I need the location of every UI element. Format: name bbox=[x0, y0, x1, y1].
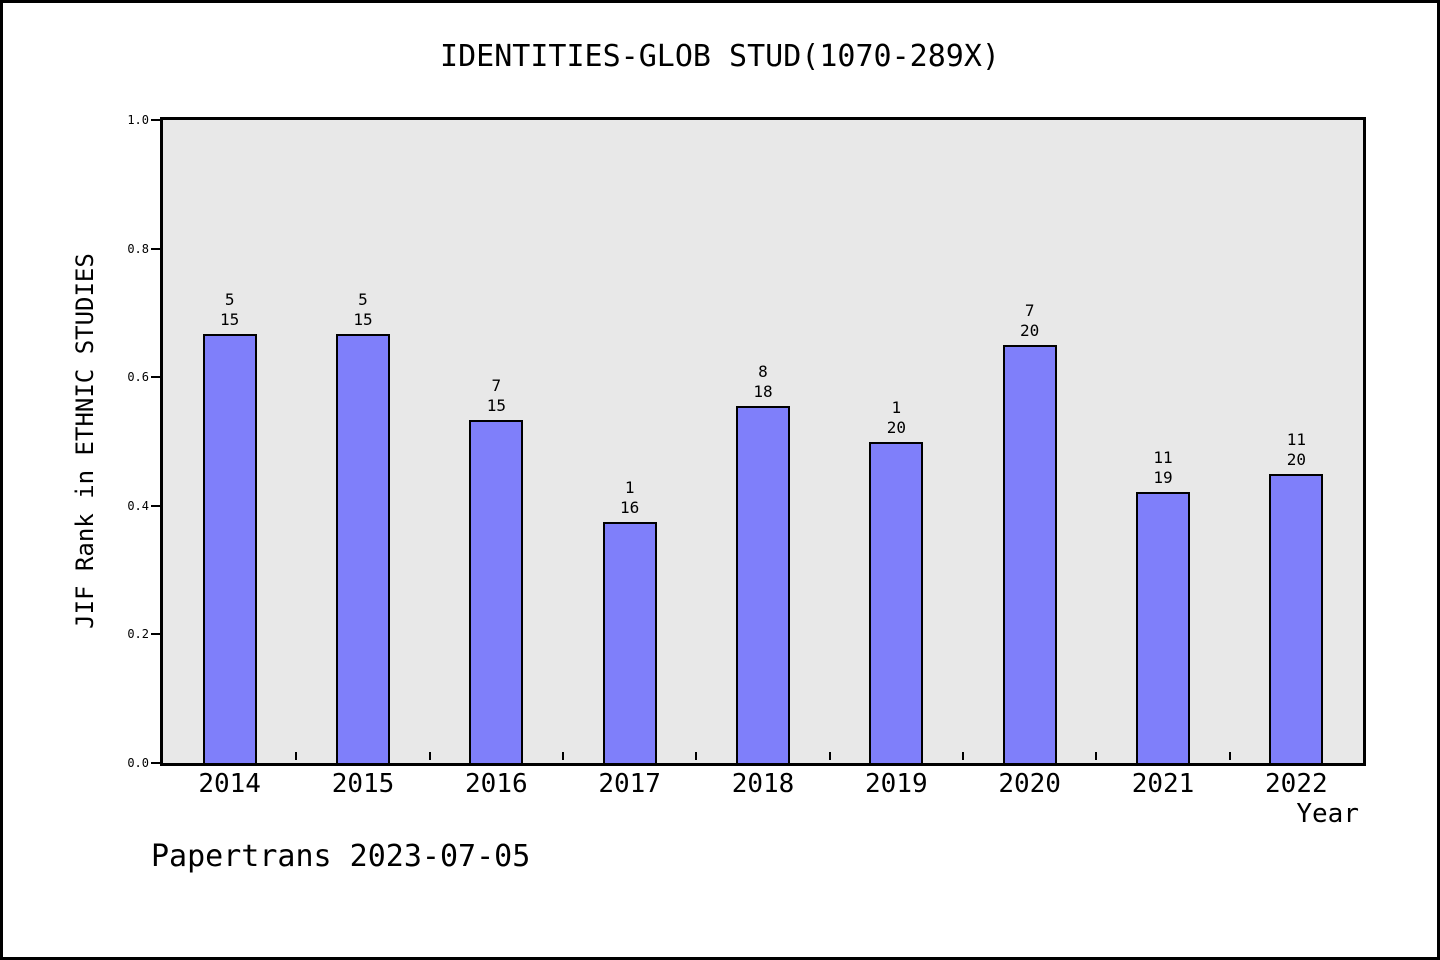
x-axis-minor-tick bbox=[962, 752, 964, 760]
x-axis-minor-tick bbox=[695, 752, 698, 760]
y-tick-mark bbox=[151, 376, 163, 379]
x-axis-minor-tick bbox=[295, 752, 298, 760]
x-tick-label-2017: 2017 bbox=[598, 769, 661, 799]
x-tick-label-2016: 2016 bbox=[465, 769, 528, 799]
bar-label-2022: 11 20 bbox=[1251, 430, 1341, 470]
bar-label-rank: 1 bbox=[624, 477, 635, 497]
footer-text: Papertrans 2023-07-05 bbox=[151, 839, 531, 874]
y-tick-mark bbox=[151, 119, 163, 121]
bar-2021 bbox=[1136, 492, 1190, 765]
x-axis-minor-tick bbox=[1095, 752, 1098, 760]
y-tick-mark bbox=[151, 762, 163, 764]
x-axis-label: Year bbox=[1296, 799, 1359, 829]
bar-label-2020: 7 20 bbox=[985, 301, 1075, 341]
bar-label-total: 16 bbox=[620, 497, 640, 517]
x-tick-label-2022: 2022 bbox=[1265, 769, 1328, 799]
bar-label-rank: 7 bbox=[1024, 301, 1035, 321]
bar-label-total: 15 bbox=[220, 310, 240, 330]
x-tick-label-2021: 2021 bbox=[1131, 769, 1195, 799]
bar-label-rank: 5 bbox=[224, 290, 235, 310]
y-tick-mark bbox=[151, 504, 163, 507]
x-axis-minor-tick bbox=[828, 752, 831, 760]
chart-title: IDENTITIES-GLOB STUD(1070-289X) bbox=[440, 39, 1000, 74]
y-tick-mark bbox=[151, 633, 163, 636]
y-tick-label: 1.0 bbox=[127, 113, 149, 127]
y-tick-mark bbox=[151, 247, 163, 250]
y-tick-label: 0.0 bbox=[127, 756, 149, 770]
x-axis-minor-tick bbox=[1228, 752, 1231, 760]
x-tick-label-2014: 2014 bbox=[198, 769, 261, 799]
bar-2018 bbox=[736, 405, 790, 765]
bar-2020 bbox=[1002, 345, 1057, 765]
x-tick-label-2015: 2015 bbox=[331, 769, 395, 799]
bar-label-total: 20 bbox=[1020, 321, 1040, 341]
bar-2022 bbox=[1269, 473, 1324, 765]
bar-label-2019: 1 20 bbox=[851, 398, 941, 438]
x-tick-label-2019: 2019 bbox=[865, 769, 928, 799]
bar-label-2016: 7 15 bbox=[451, 376, 541, 416]
bar-label-rank: 11 bbox=[1286, 429, 1306, 449]
bar-2014 bbox=[202, 334, 257, 765]
bar-label-total: 15 bbox=[486, 396, 506, 416]
y-tick-label: 0.4 bbox=[127, 498, 149, 513]
y-tick-label: 0.6 bbox=[127, 370, 149, 385]
bar-label-rank: 8 bbox=[758, 361, 768, 381]
x-axis-minor-tick bbox=[428, 752, 431, 760]
x-axis-minor-tick bbox=[562, 752, 564, 760]
bar-2016 bbox=[469, 420, 524, 765]
y-tick-label: 0.8 bbox=[127, 241, 149, 256]
x-tick-label-2020: 2020 bbox=[998, 769, 1061, 799]
bar-label-total: 20 bbox=[886, 417, 906, 437]
bar-2017 bbox=[602, 521, 657, 765]
bar-label-rank: 5 bbox=[358, 290, 368, 310]
bar-2015 bbox=[336, 334, 390, 765]
bar-2019 bbox=[869, 441, 924, 765]
bar-label-2018: 8 18 bbox=[718, 362, 808, 402]
bar-label-2015: 5 15 bbox=[318, 290, 408, 330]
bar-label-total: 15 bbox=[353, 310, 373, 330]
bar-label-rank: 7 bbox=[491, 376, 502, 396]
bar-label-2021: 11 19 bbox=[1118, 448, 1208, 488]
x-tick-label-2018: 2018 bbox=[731, 769, 795, 799]
bar-label-total: 19 bbox=[1153, 468, 1173, 488]
y-tick-label: 0.2 bbox=[127, 627, 149, 642]
y-axis-label: JIF Rank in ETHNIC STUDIES bbox=[71, 253, 99, 629]
bar-label-total: 20 bbox=[1286, 449, 1306, 469]
bar-label-rank: 11 bbox=[1153, 448, 1173, 468]
bar-label-total: 18 bbox=[753, 381, 773, 401]
bar-label-2017: 1 16 bbox=[585, 478, 675, 518]
bar-label-2014: 5 15 bbox=[185, 290, 275, 330]
bar-label-rank: 1 bbox=[891, 397, 902, 417]
